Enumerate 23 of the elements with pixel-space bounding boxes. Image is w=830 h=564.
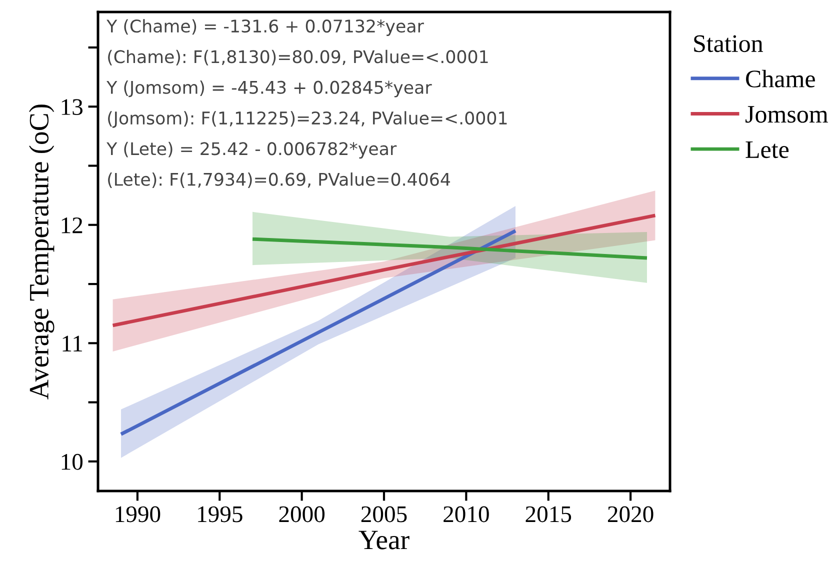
y-tick-label: 10 bbox=[62, 454, 83, 470]
annotation: Y (Jomsom) = -45.43 + 0.02845*year bbox=[106, 80, 432, 98]
y-tick-label: 13 bbox=[62, 99, 82, 116]
x-tick-label: 2000 bbox=[279, 506, 325, 522]
legend-label: Lete bbox=[746, 141, 789, 158]
legend-label: Chame bbox=[746, 70, 815, 88]
annotation: Y (Chame) = -131.6 + 0.07132*year bbox=[106, 19, 424, 36]
legend-title: Station bbox=[694, 35, 763, 52]
x-tick-label: 1990 bbox=[116, 506, 160, 522]
x-tick-label: 2015 bbox=[526, 506, 572, 522]
x-tick-label: 2010 bbox=[444, 506, 489, 522]
y-axis-title: Average Temperature (oC) bbox=[28, 104, 54, 400]
x-tick-label: 1995 bbox=[198, 506, 242, 522]
x-tick-label: 2020 bbox=[608, 506, 654, 522]
legend-label: Jomsom bbox=[746, 106, 828, 123]
x-tick-label: 2005 bbox=[361, 506, 407, 522]
annotation: (Lete): F(1,7934)=0.69, PValue=0.4064 bbox=[108, 172, 450, 188]
annotation: Y (Lete) = 25.42 - 0.006782*year bbox=[106, 142, 397, 159]
y-tick-label: 11 bbox=[62, 336, 82, 352]
annotation: (Jomsom): F(1,11225)=23.24, PValue=<.0001 bbox=[108, 111, 507, 128]
annotation: (Chame): F(1,8130)=80.09, PValue=<.0001 bbox=[108, 50, 488, 66]
y-tick-label: 12 bbox=[62, 217, 82, 234]
x-axis-title: Year bbox=[358, 530, 410, 550]
